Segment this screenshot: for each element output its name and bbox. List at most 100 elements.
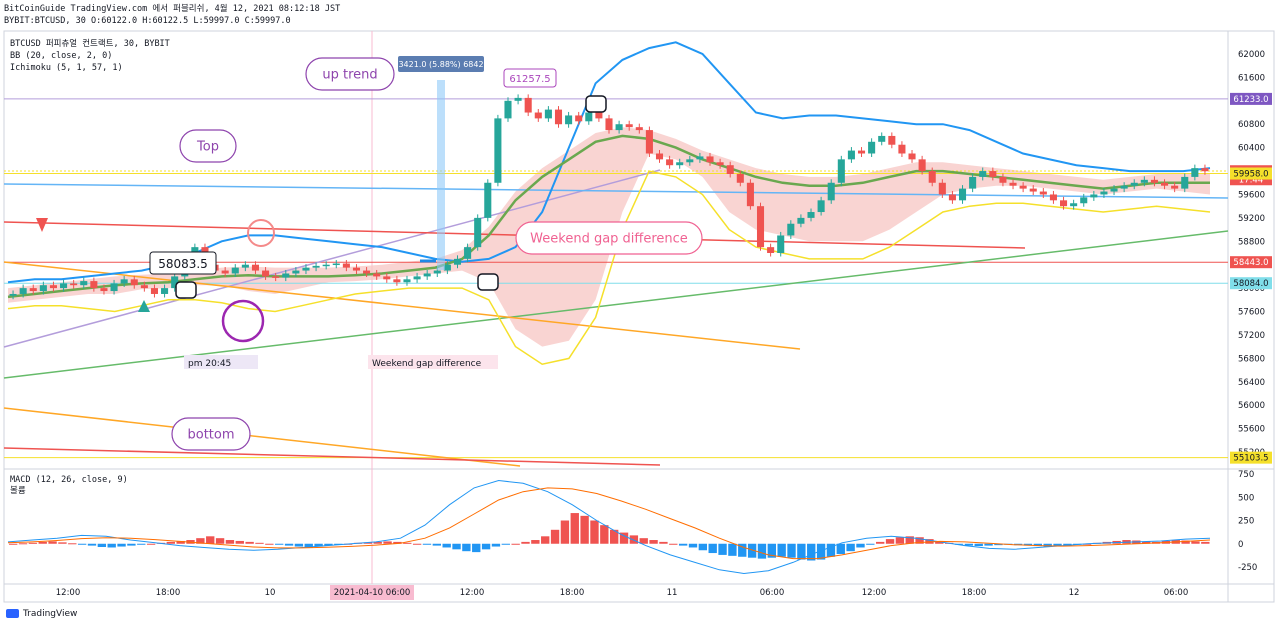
candle-body: [1090, 194, 1098, 198]
macd-histogram-bar: [797, 543, 806, 560]
weekend-gap-label-bubble: [515, 221, 703, 255]
macd-histogram-bar: [669, 543, 678, 545]
candle-body: [403, 279, 411, 283]
macd-histogram-bar: [383, 541, 392, 544]
close-value: C:59997.0: [244, 16, 291, 26]
macd-histogram-bar: [1023, 543, 1033, 546]
macd-histogram-bar: [511, 543, 520, 545]
candle-body: [433, 270, 441, 274]
candle-body: [464, 247, 472, 259]
symbol-label: BYBIT:BTCUSD, 30: [4, 16, 86, 26]
candle-body: [554, 109, 563, 125]
macd-histogram-bar: [235, 540, 244, 544]
macd-histogram-bar: [866, 543, 875, 545]
macd-histogram-bar: [137, 543, 146, 545]
x-tick-label: 12: [1069, 588, 1080, 598]
candle-body: [231, 267, 239, 274]
candle-body: [120, 279, 128, 284]
tradingview-brand[interactable]: TradingView: [6, 609, 77, 619]
y-tick-label: 60800: [1238, 120, 1265, 130]
price-axis-label-box: [1230, 451, 1272, 464]
measure-label: 3421.0 (5.88%) 6842: [398, 60, 483, 69]
macd-histogram-bar: [215, 538, 225, 544]
macd-legend-label[interactable]: MACD (12, 26, close, 9): [10, 475, 128, 485]
macd-histogram-bar: [659, 541, 668, 544]
candle-body: [696, 156, 704, 160]
tradingview-logo-icon: [6, 609, 19, 618]
chart-pane-border: [3, 30, 1275, 603]
price-axis-label: 61233.0: [1233, 95, 1268, 105]
candle-body: [1150, 179, 1158, 183]
candle-body: [443, 264, 451, 271]
up-trend-label: up trend: [322, 67, 377, 82]
x-highlight-label: 2021-04-10 06:00: [334, 588, 411, 598]
macd-histogram-bar: [629, 535, 639, 544]
bb-legend[interactable]: BB (20, close, 2, 0): [10, 51, 113, 61]
macd-histogram-bar: [550, 529, 560, 544]
candle-body: [49, 285, 57, 289]
ichimoku-legend[interactable]: Ichimoku (5, 1, 57, 1): [10, 63, 123, 73]
header: BitCoinGuide TradingView.com 에서 퍼블리쉬, 4월…: [4, 3, 340, 27]
volume-legend-label[interactable]: 볼륨: [10, 486, 26, 496]
resistance-trend-line-2: [3, 221, 1026, 249]
time-note-box: [184, 355, 258, 369]
macd-histogram-bar: [787, 543, 796, 558]
macd-histogram-bar: [18, 543, 28, 545]
candle-body: [140, 285, 148, 289]
candle-body: [999, 176, 1007, 183]
candle-body: [1201, 168, 1209, 172]
macd-histogram-bar: [284, 543, 294, 546]
macd-histogram-bar: [678, 543, 688, 546]
price-axis-label: 17:44: [1239, 175, 1264, 185]
macd-histogram-bar: [462, 543, 471, 552]
macd-histogram-bar: [984, 543, 993, 546]
down-arrow-icon: [36, 218, 48, 232]
macd-histogram-bar: [639, 538, 648, 544]
macd-histogram-bar: [619, 532, 629, 544]
price-axis-label-box: [1230, 277, 1272, 290]
candle-body: [413, 276, 421, 280]
candle-body: [645, 130, 653, 154]
macd-histogram-bar: [48, 541, 57, 544]
price-axis-label: 59958.0: [1233, 170, 1268, 180]
candle-body: [625, 124, 633, 128]
candle-body: [1019, 185, 1027, 189]
y-tick-label: 57600: [1238, 308, 1265, 318]
price-callout: 61257.5: [509, 74, 550, 85]
macd-histogram-bar: [452, 543, 461, 550]
symbol-legend[interactable]: BTCUSD 퍼피츄얼 컨트랙트, 30, BYBIT: [10, 39, 170, 49]
candle-body: [60, 283, 68, 289]
price-callout-box: [503, 68, 557, 88]
macd-histogram-bar: [166, 541, 175, 544]
macd-histogram-bar: [925, 539, 934, 544]
y-tick-label: 56800: [1238, 354, 1265, 364]
candle-body: [1039, 191, 1047, 195]
channel-trend-line: [3, 169, 661, 348]
candle-body: [666, 159, 674, 166]
macd-histogram-bar: [974, 543, 983, 547]
high-value: H:60122.5: [142, 16, 189, 26]
ohlc-line: BYBIT:BTCUSD, 30 O:60122.0 H:60122.5 L:5…: [4, 15, 340, 27]
candle-body: [90, 281, 98, 289]
candle-body: [130, 279, 138, 286]
pointing-hand-icon: [175, 281, 197, 299]
candle-body: [534, 112, 542, 119]
bb-lower-line: [7, 170, 1211, 365]
candle-body: [958, 188, 967, 201]
macd-histogram-bar: [1181, 540, 1190, 544]
macd-histogram-bar: [107, 543, 116, 548]
candle-body: [504, 100, 512, 119]
price-axis-label: 55103.5: [1233, 454, 1268, 464]
candle-body: [332, 263, 340, 266]
macd-histogram-bar: [708, 543, 717, 554]
confused-face-icon: [221, 299, 265, 343]
candle-body: [726, 165, 734, 174]
price-callout-2-box: [149, 251, 217, 275]
measure-box: [398, 56, 484, 72]
candle-body: [80, 281, 88, 286]
candle-body: [544, 109, 552, 119]
macd-histogram-bar: [757, 543, 767, 559]
candle-body: [585, 112, 593, 122]
candle-body: [453, 258, 462, 265]
